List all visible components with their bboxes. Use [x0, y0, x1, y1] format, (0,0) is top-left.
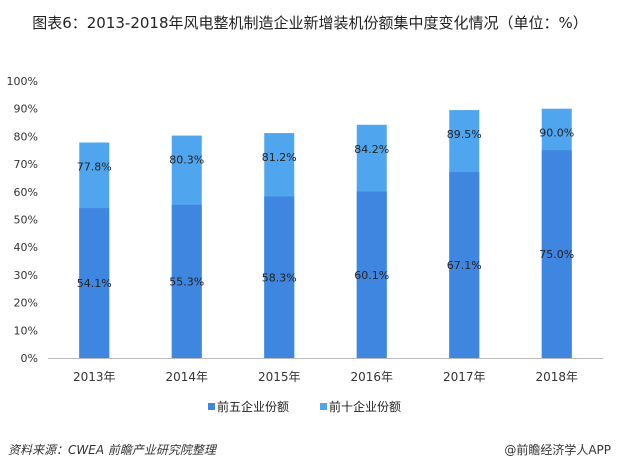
data-label-top10: 81.2%: [262, 151, 297, 164]
chart-title: 图表6：2013-2018年风电整机制造企业新增装机份额集中度变化情况（单位：%…: [32, 14, 588, 32]
y-tick-label: 90%: [14, 103, 38, 116]
bar-top5: [449, 172, 480, 358]
y-tick-label: 50%: [14, 214, 38, 227]
y-tick-label: 60%: [14, 186, 38, 199]
bar-top5: [356, 191, 387, 358]
data-label-top5: 54.1%: [77, 277, 112, 290]
x-tick-label: 2017年: [443, 370, 486, 384]
y-tick-label: 20%: [14, 297, 38, 310]
y-tick-label: 80%: [14, 130, 38, 143]
x-tick-label: 2016年: [350, 370, 393, 384]
x-tick-label: 2014年: [165, 370, 208, 384]
legend-label: 前五企业份额: [217, 399, 289, 414]
y-tick-label: 70%: [14, 158, 38, 171]
legend-swatch: [208, 403, 215, 410]
data-label-top10: 84.2%: [354, 143, 389, 156]
data-label-top10: 90.0%: [539, 127, 574, 140]
data-label-top5: 58.3%: [262, 271, 297, 284]
data-label-top10: 80.3%: [169, 154, 204, 167]
y-tick-label: 10%: [14, 324, 38, 337]
data-label-top5: 75.0%: [539, 248, 574, 261]
bar-top5: [171, 204, 202, 358]
data-label-top10: 77.8%: [77, 160, 112, 173]
y-tick-label: 30%: [14, 269, 38, 282]
legend-label: 前十企业份额: [329, 399, 401, 414]
legend-swatch: [320, 403, 327, 410]
source-note: 资料来源：CWEA 前瞻产业研究院整理: [8, 443, 216, 457]
y-tick-label: 100%: [7, 75, 38, 88]
data-label-top5: 55.3%: [169, 275, 204, 288]
brand-credit: @前瞻经济学人APP: [504, 443, 611, 457]
y-tick-label: 40%: [14, 241, 38, 254]
bar-top5: [79, 208, 110, 358]
bar-top5: [264, 196, 295, 358]
bar-top5: [541, 150, 572, 358]
data-label-top5: 67.1%: [447, 259, 482, 272]
data-label-top5: 60.1%: [354, 269, 389, 282]
x-tick-label: 2013年: [73, 370, 116, 384]
data-label-top10: 89.5%: [447, 128, 482, 141]
x-tick-label: 2015年: [258, 370, 301, 384]
y-tick-label: 0%: [21, 352, 38, 365]
x-tick-label: 2018年: [535, 370, 578, 384]
bar-chart: 0% 10% 20% 30% 40% 50% 60% 70% 80% 90% 100% 77.8% 54…: [7, 75, 603, 414]
